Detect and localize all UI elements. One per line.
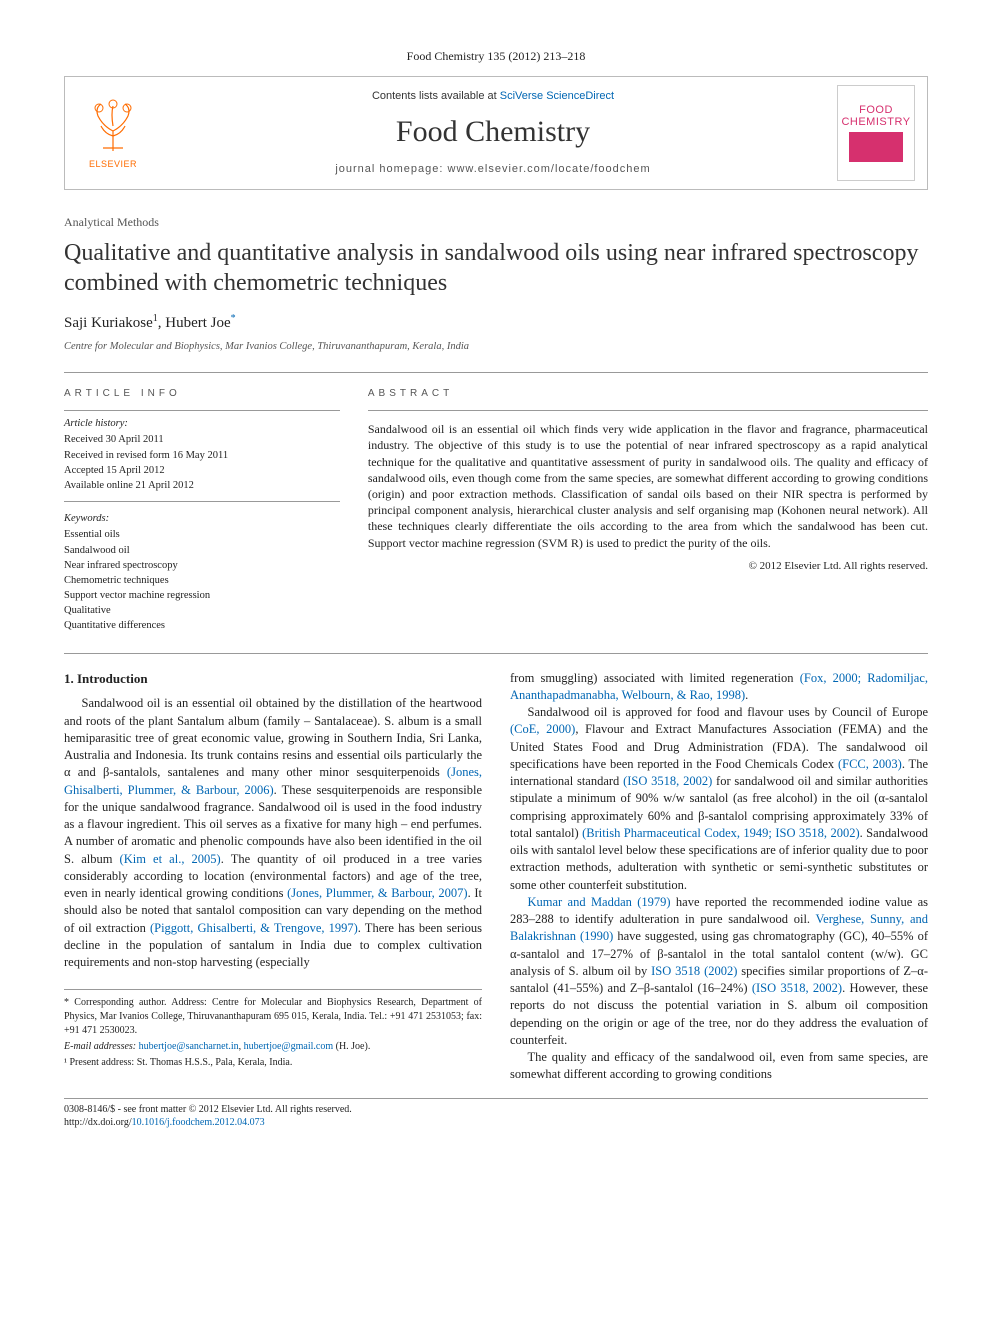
email-line: E-mail addresses: hubertjoe@sancharnet.i… xyxy=(64,1040,482,1054)
email-link[interactable]: hubertjoe@sancharnet.in xyxy=(139,1041,239,1052)
body-paragraph: The quality and efficacy of the sandalwo… xyxy=(510,1049,928,1084)
article-info-col: ARTICLE INFO Article history: Received 3… xyxy=(64,387,340,635)
history-label: Article history: xyxy=(64,417,340,431)
citation-link[interactable]: ISO 3518 (2002) xyxy=(651,964,737,978)
history-line: Accepted 15 April 2012 xyxy=(64,464,340,478)
author-2[interactable]: Hubert Joe xyxy=(165,315,230,331)
citation-link[interactable]: (ISO 3518, 2002) xyxy=(623,774,712,788)
citation-link[interactable]: (Jones, Plummer, & Barbour, 2007) xyxy=(287,886,468,900)
col-left: 1. Introduction Sandalwood oil is an ess… xyxy=(64,670,482,1084)
author-2-sup: * xyxy=(231,313,236,324)
keyword: Essential oils xyxy=(64,528,340,542)
text-run: Sandalwood oil is an essential oil obtai… xyxy=(64,696,482,779)
email-label: E-mail addresses: xyxy=(64,1041,136,1052)
issn-line: 0308-8146/$ - see front matter © 2012 El… xyxy=(64,1103,352,1117)
cover-line1: FOOD xyxy=(859,104,893,116)
header-center: Contents lists available at SciVerse Sci… xyxy=(161,89,825,177)
keyword: Sandalwood oil xyxy=(64,544,340,558)
keyword: Chemometric techniques xyxy=(64,574,340,588)
footnote-1: ¹ Present address: St. Thomas H.S.S., Pa… xyxy=(64,1056,482,1070)
abstract-head: ABSTRACT xyxy=(368,387,928,401)
header-box: ELSEVIER Contents lists available at Sci… xyxy=(64,76,928,190)
journal-cover-thumb[interactable]: FOOD CHEMISTRY xyxy=(837,85,915,181)
citation-link[interactable]: Kumar and Maddan (1979) xyxy=(528,895,671,909)
cover-pink-block xyxy=(849,132,903,162)
citation-link[interactable]: (ISO 3518, 2002) xyxy=(752,981,842,995)
citation-link[interactable]: (FCC, 2003) xyxy=(838,757,902,771)
bottom-block: 0308-8146/$ - see front matter © 2012 El… xyxy=(64,1098,928,1130)
footnotes-block: * Corresponding author. Address: Centre … xyxy=(64,989,482,1069)
info-rule-2 xyxy=(64,501,340,502)
text-run: Sandalwood oil is approved for food and … xyxy=(528,705,929,719)
doi-link[interactable]: 10.1016/j.foodchem.2012.04.073 xyxy=(132,1117,265,1128)
bottom-left: 0308-8146/$ - see front matter © 2012 El… xyxy=(64,1103,352,1130)
article-info-head: ARTICLE INFO xyxy=(64,387,340,401)
keywords-label: Keywords: xyxy=(64,512,340,526)
corresponding-author-note: * Corresponding author. Address: Centre … xyxy=(64,996,482,1037)
keyword: Qualitative xyxy=(64,604,340,618)
abstract-rule xyxy=(368,410,928,411)
text-run: (H. Joe). xyxy=(333,1041,370,1052)
contents-prefix: Contents lists available at xyxy=(372,90,500,102)
doi-prefix: http://dx.doi.org/ xyxy=(64,1117,132,1128)
history-line: Received in revised form 16 May 2011 xyxy=(64,449,340,463)
article-category: Analytical Methods xyxy=(64,214,928,230)
publisher-logo[interactable]: ELSEVIER xyxy=(77,94,149,172)
body-columns: 1. Introduction Sandalwood oil is an ess… xyxy=(64,670,928,1084)
rule-mid xyxy=(64,653,928,654)
text-run: . xyxy=(745,688,748,702)
journal-name: Food Chemistry xyxy=(161,112,825,153)
citation-line: Food Chemistry 135 (2012) 213–218 xyxy=(64,48,928,64)
keyword: Near infrared spectroscopy xyxy=(64,559,340,573)
author-1[interactable]: Saji Kuriakose xyxy=(64,315,153,331)
keyword: Quantitative differences xyxy=(64,619,340,633)
text-run: from smuggling) associated with limited … xyxy=(510,671,800,685)
publisher-name: ELSEVIER xyxy=(89,158,137,170)
body-paragraph: Kumar and Maddan (1979) have reported th… xyxy=(510,894,928,1049)
abstract-col: ABSTRACT Sandalwood oil is an essential … xyxy=(368,387,928,635)
cover-line2: CHEMISTRY xyxy=(841,116,910,128)
author-1-sup: 1 xyxy=(153,313,158,324)
info-row: ARTICLE INFO Article history: Received 3… xyxy=(64,373,928,653)
body-paragraph: Sandalwood oil is an essential oil obtai… xyxy=(64,695,482,971)
citation-link[interactable]: (CoE, 2000) xyxy=(510,722,575,736)
history-line: Available online 21 April 2012 xyxy=(64,479,340,493)
homepage-url[interactable]: www.elsevier.com/locate/foodchem xyxy=(448,163,651,175)
email-link[interactable]: hubertjoe@gmail.com xyxy=(244,1041,333,1052)
cover-title: FOOD CHEMISTRY xyxy=(841,104,910,128)
elsevier-tree-icon xyxy=(83,96,143,156)
citation-link[interactable]: (Piggott, Ghisalberti, & Trengove, 1997) xyxy=(150,921,358,935)
history-line: Received 30 April 2011 xyxy=(64,433,340,447)
body-paragraph: from smuggling) associated with limited … xyxy=(510,670,928,705)
keyword: Support vector machine regression xyxy=(64,589,340,603)
doi-line: http://dx.doi.org/10.1016/j.foodchem.201… xyxy=(64,1116,352,1130)
col-right: from smuggling) associated with limited … xyxy=(510,670,928,1084)
info-rule-1 xyxy=(64,410,340,411)
section-heading: 1. Introduction xyxy=(64,670,482,688)
contents-available-line: Contents lists available at SciVerse Sci… xyxy=(161,89,825,104)
text-run: The quality and efficacy of the sandalwo… xyxy=(510,1050,928,1081)
journal-homepage-line: journal homepage: www.elsevier.com/locat… xyxy=(161,162,825,177)
affiliation: Centre for Molecular and Biophysics, Mar… xyxy=(64,340,928,354)
homepage-prefix: journal homepage: xyxy=(335,163,447,175)
citation-link[interactable]: (British Pharmaceutical Codex, 1949; ISO… xyxy=(582,826,860,840)
body-paragraph: Sandalwood oil is approved for food and … xyxy=(510,704,928,894)
article-title: Qualitative and quantitative analysis in… xyxy=(64,238,928,298)
citation-link[interactable]: (Kim et al., 2005) xyxy=(120,852,221,866)
authors-line: Saji Kuriakose1, Hubert Joe* xyxy=(64,312,928,333)
sciencedirect-link[interactable]: SciVerse ScienceDirect xyxy=(500,90,614,102)
abstract-text: Sandalwood oil is an essential oil which… xyxy=(368,421,928,551)
abstract-copyright: © 2012 Elsevier Ltd. All rights reserved… xyxy=(368,559,928,574)
